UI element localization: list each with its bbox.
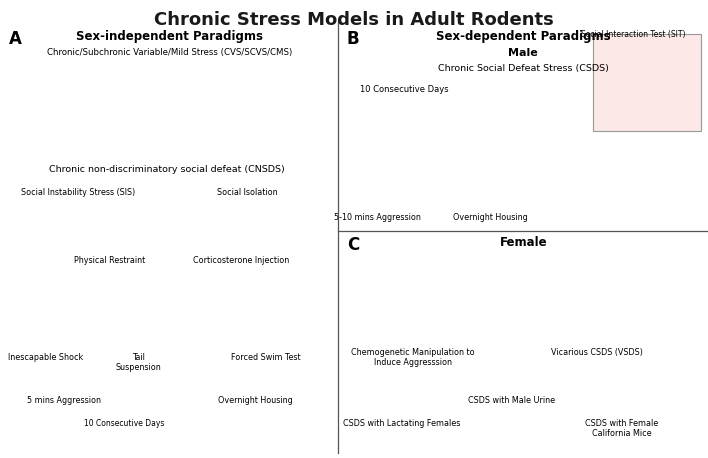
- Text: Inescapable Shock: Inescapable Shock: [8, 353, 84, 362]
- Text: Social Instability Stress (SIS): Social Instability Stress (SIS): [21, 188, 135, 197]
- Text: 10 Consecutive Days: 10 Consecutive Days: [84, 419, 164, 428]
- Text: Vicarious CSDS (VSDS): Vicarious CSDS (VSDS): [551, 348, 643, 357]
- Text: Female: Female: [499, 236, 547, 249]
- Text: Chronic Social Defeat Stress (CSDS): Chronic Social Defeat Stress (CSDS): [438, 64, 609, 73]
- Text: Chemogenetic Manipulation to
Induce Aggresssion: Chemogenetic Manipulation to Induce Aggr…: [351, 348, 474, 367]
- Text: 5-10 mins Aggression: 5-10 mins Aggression: [334, 213, 421, 222]
- Text: Forced Swim Test: Forced Swim Test: [231, 353, 300, 362]
- Text: 10 Consecutive Days: 10 Consecutive Days: [360, 85, 448, 94]
- Text: Male: Male: [508, 48, 538, 58]
- Text: CSDS with Male Urine: CSDS with Male Urine: [468, 396, 556, 405]
- Text: Chronic non-discriminatory social defeat (CNSDS): Chronic non-discriminatory social defeat…: [49, 165, 284, 174]
- Text: A: A: [8, 30, 21, 48]
- Text: 5 mins Aggression: 5 mins Aggression: [27, 396, 101, 405]
- Text: Chronic Stress Models in Adult Rodents: Chronic Stress Models in Adult Rodents: [154, 11, 554, 29]
- Text: Sex-independent Paradigms: Sex-independent Paradigms: [76, 30, 263, 43]
- Text: Physical Restraint: Physical Restraint: [74, 256, 145, 266]
- Text: Sex-dependent Paradigms: Sex-dependent Paradigms: [436, 30, 610, 43]
- Text: Overnight Housing: Overnight Housing: [453, 213, 528, 222]
- Text: Social Isolation: Social Isolation: [217, 188, 278, 197]
- Text: Corticosterone Injection: Corticosterone Injection: [193, 256, 289, 266]
- Text: B: B: [347, 30, 360, 48]
- Text: Chronic/Subchronic Variable/Mild Stress (CVS/SCVS/CMS): Chronic/Subchronic Variable/Mild Stress …: [47, 48, 292, 57]
- Text: Social Interaction Test (SIT): Social Interaction Test (SIT): [581, 30, 686, 39]
- Text: CSDS with Lactating Females: CSDS with Lactating Females: [343, 419, 461, 428]
- Text: CSDS with Female
California Mice: CSDS with Female California Mice: [585, 419, 658, 438]
- Text: Tail
Suspension: Tail Suspension: [115, 353, 161, 372]
- Text: C: C: [347, 236, 359, 254]
- FancyBboxPatch shape: [593, 34, 701, 131]
- Text: Overnight Housing: Overnight Housing: [217, 396, 292, 405]
